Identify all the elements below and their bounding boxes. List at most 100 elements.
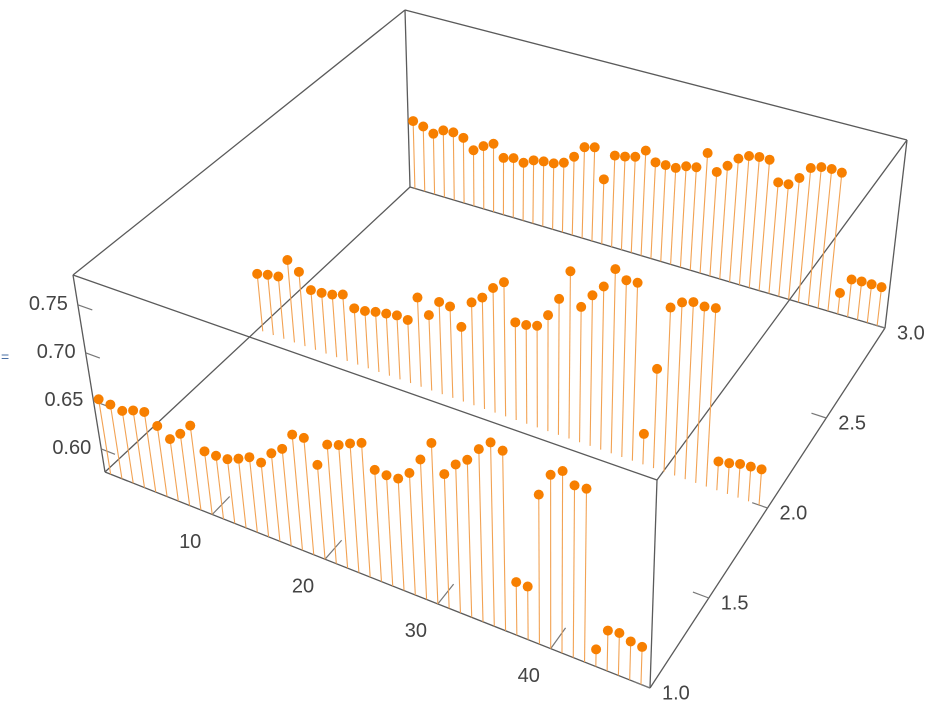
stem [611,155,616,247]
stem [640,150,647,256]
stem [143,411,157,493]
point [754,151,765,162]
point [244,452,255,463]
point [175,428,186,439]
stem [156,425,168,497]
stem [542,161,545,227]
point [625,636,636,647]
stem [768,182,779,294]
point [185,420,196,431]
stem [827,172,843,312]
stem [515,582,518,636]
stem [286,259,296,343]
point [262,269,273,280]
point [826,163,837,174]
point [557,466,568,477]
stem [610,269,616,454]
stem [621,280,627,458]
stem [866,284,873,323]
stem [617,632,620,676]
stem [606,630,609,672]
stem [455,464,461,613]
point [722,160,733,171]
point [581,483,592,494]
stem [281,448,292,546]
stem [630,156,636,253]
stem [360,442,371,578]
point [691,162,702,173]
point [408,116,419,127]
point [744,151,755,162]
point [856,276,867,287]
stem [121,410,134,484]
stem [331,294,338,358]
point [418,121,429,132]
stem [684,302,694,480]
z-tick [85,352,101,359]
stem [729,158,739,282]
stem [248,457,258,533]
x-tick [550,627,567,649]
y-tick [633,680,651,689]
point [554,293,565,304]
stem [620,156,626,250]
stem [679,166,687,268]
point [681,161,692,172]
point [713,456,724,467]
point [569,480,580,491]
stem [538,494,540,645]
point [370,306,381,317]
stem [303,437,315,555]
point [836,167,847,178]
point [532,320,543,331]
stem [807,167,822,306]
stem [189,425,202,511]
point [816,162,827,173]
point [783,179,794,190]
stem [876,287,883,326]
point [640,145,651,156]
point [533,489,544,500]
point [614,627,625,638]
stem [169,439,179,502]
z-tick-label: 0.75 [29,293,68,315]
stem [364,310,369,369]
point [589,142,600,153]
point [468,145,479,156]
stem [396,315,401,380]
point [428,128,439,139]
point [252,268,263,279]
stem [385,475,394,587]
stem [797,167,812,303]
point [834,288,845,299]
stem [407,319,412,384]
point [670,162,681,173]
point [610,264,621,275]
point [404,468,415,479]
stem [203,451,213,515]
point [773,177,784,188]
point [448,127,459,138]
stem [640,646,643,685]
point [222,454,233,465]
y-tick-label: 1.0 [662,682,690,704]
point [438,125,449,136]
point [434,296,445,307]
point [277,443,288,454]
point [381,308,392,319]
point [699,301,710,312]
stem [719,165,729,279]
point [543,310,554,321]
point [498,152,509,163]
stem [443,474,450,609]
point [128,405,139,416]
x-tick [437,583,455,605]
point [548,158,559,169]
stem [438,301,443,395]
stem [430,442,439,604]
x-tick [324,539,343,560]
stem [432,133,436,195]
point [164,434,175,445]
point [632,277,643,288]
